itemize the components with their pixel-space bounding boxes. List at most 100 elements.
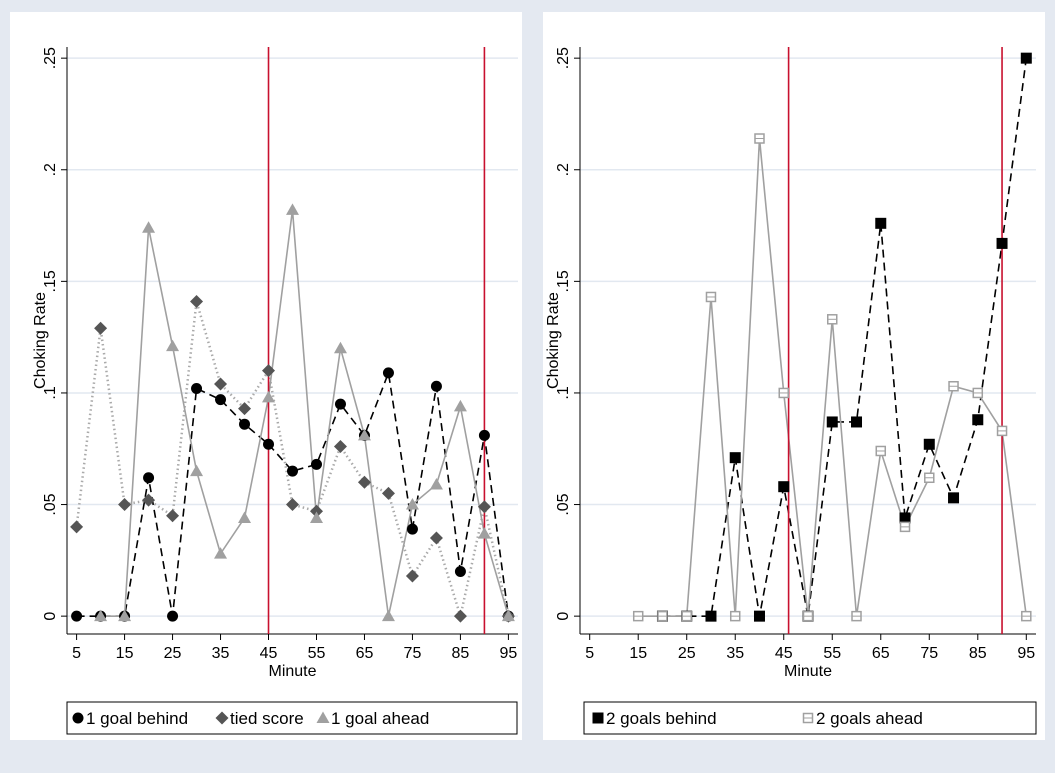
- x-tick-label: 85: [969, 645, 987, 662]
- series-line-3: [100, 209, 510, 617]
- data-point-series-2: [118, 498, 132, 512]
- data-point-series-1: [996, 237, 1008, 249]
- legend-label: 2 goals behind: [606, 709, 717, 728]
- x-tick-label: 15: [629, 645, 647, 662]
- data-point-series-3: [94, 609, 108, 622]
- data-point-series-1: [263, 438, 275, 450]
- x-tick-label: 75: [920, 645, 938, 662]
- data-point-series-3: [142, 221, 156, 233]
- data-point-series-1: [167, 610, 179, 622]
- x-axis-title: Minute: [784, 663, 832, 680]
- data-point-series-1: [430, 380, 442, 392]
- data-point-series-1: [406, 523, 418, 535]
- data-point-series-2: [429, 531, 443, 545]
- data-point-series-2: [453, 609, 467, 623]
- data-point-series-3: [166, 339, 180, 352]
- x-tick-label: 65: [872, 645, 890, 662]
- y-tick-label: .15: [555, 270, 572, 292]
- data-point-series-1: [826, 416, 838, 428]
- x-axis-title: Minute: [268, 663, 316, 680]
- y-tick-label: .15: [42, 270, 59, 292]
- y-tick-label: .1: [42, 386, 59, 399]
- legend-label: 2 goals ahead: [816, 709, 923, 728]
- x-tick-label: 45: [775, 645, 793, 662]
- data-point-series-3: [333, 341, 347, 354]
- y-tick-label: .05: [555, 493, 572, 515]
- data-point-series-1: [310, 458, 322, 470]
- data-point-series-3: [262, 390, 276, 403]
- data-point-series-1: [972, 414, 984, 426]
- y-tick-label: .2: [555, 163, 572, 176]
- data-point-series-2: [286, 498, 299, 512]
- data-point-series-3: [453, 399, 467, 412]
- data-point-series-3: [381, 609, 395, 622]
- x-tick-label: 95: [500, 645, 518, 662]
- x-tick-label: 25: [678, 645, 696, 662]
- data-point-series-1: [239, 418, 251, 430]
- data-point-series-3: [118, 609, 132, 622]
- data-point-series-1: [215, 394, 227, 406]
- data-point-series-3: [286, 203, 299, 215]
- x-tick-label: 65: [356, 645, 374, 662]
- data-point-series-1: [382, 367, 394, 379]
- data-point-series-1: [334, 398, 346, 410]
- data-point-series-2: [166, 509, 180, 523]
- series-line-1: [662, 58, 1028, 617]
- panel-background: [543, 12, 1045, 740]
- y-axis-title: Choking Rate: [545, 292, 562, 389]
- y-axis-title: Choking Rate: [32, 292, 49, 389]
- data-point-series-2: [70, 520, 84, 534]
- x-tick-label: 95: [1017, 645, 1035, 662]
- y-tick-label: .2: [42, 163, 59, 176]
- chart-panel-2: 0 .05 .1 .15 .2 .25 5 15 25 35 45 55 65 75 85 95 Minute C…: [543, 12, 1045, 740]
- y-tick-label: .25: [555, 47, 572, 69]
- data-point-series-1: [1020, 52, 1032, 64]
- x-tick-label: 5: [585, 645, 594, 662]
- x-tick-label: 35: [212, 645, 230, 662]
- data-point-series-1: [143, 472, 155, 484]
- data-point-series-3: [190, 464, 204, 477]
- data-point-series-3: [477, 527, 491, 539]
- data-point-series-2: [214, 377, 228, 391]
- data-point-series-1: [778, 481, 790, 493]
- data-point-series-3: [429, 477, 443, 490]
- data-point-series-2: [238, 402, 252, 416]
- legend-label: 1 goal ahead: [331, 709, 429, 728]
- data-point-series-1: [923, 438, 935, 450]
- data-point-series-2: [94, 321, 108, 335]
- data-point-series-1: [875, 217, 887, 229]
- data-point-series-2: [357, 475, 371, 489]
- data-point-series-2: [477, 500, 491, 514]
- legend-label: 1 goal behind: [86, 709, 188, 728]
- y-tick-label: .1: [555, 386, 572, 399]
- y-tick-label: .25: [42, 47, 59, 69]
- data-point-series-2: [333, 440, 347, 454]
- data-point-series-1: [753, 610, 765, 622]
- x-tick-label: 5: [72, 645, 81, 662]
- data-point-series-3: [238, 511, 252, 523]
- x-tick-label: 35: [726, 645, 744, 662]
- data-point-series-2: [262, 364, 276, 378]
- data-point-series-3: [214, 547, 228, 559]
- data-point-series-3: [309, 511, 323, 523]
- y-tick-label: .05: [42, 493, 59, 515]
- x-tick-label: 15: [116, 645, 134, 662]
- data-point-series-1: [454, 566, 466, 578]
- data-point-series-1: [729, 452, 741, 464]
- x-tick-label: 85: [452, 645, 470, 662]
- data-point-series-1: [851, 416, 863, 428]
- data-point-series-2: [142, 493, 156, 507]
- data-point-series-1: [287, 465, 298, 477]
- data-point-series-1: [948, 492, 960, 504]
- data-point-series-1: [478, 429, 490, 441]
- x-tick-label: 55: [823, 645, 841, 662]
- legend-label: tied score: [230, 709, 304, 728]
- data-point-series-1: [191, 382, 203, 394]
- legend-marker: [316, 711, 330, 723]
- x-tick-label: 45: [260, 645, 278, 662]
- data-point-series-3: [501, 609, 515, 622]
- data-point-series-2: [405, 569, 419, 583]
- chart-panel-1: 0 .05 .1 .15 .2 .25 5 15 25 35 45 55 65 75 85 95 Minute C…: [10, 12, 522, 740]
- data-point-series-3: [405, 498, 419, 510]
